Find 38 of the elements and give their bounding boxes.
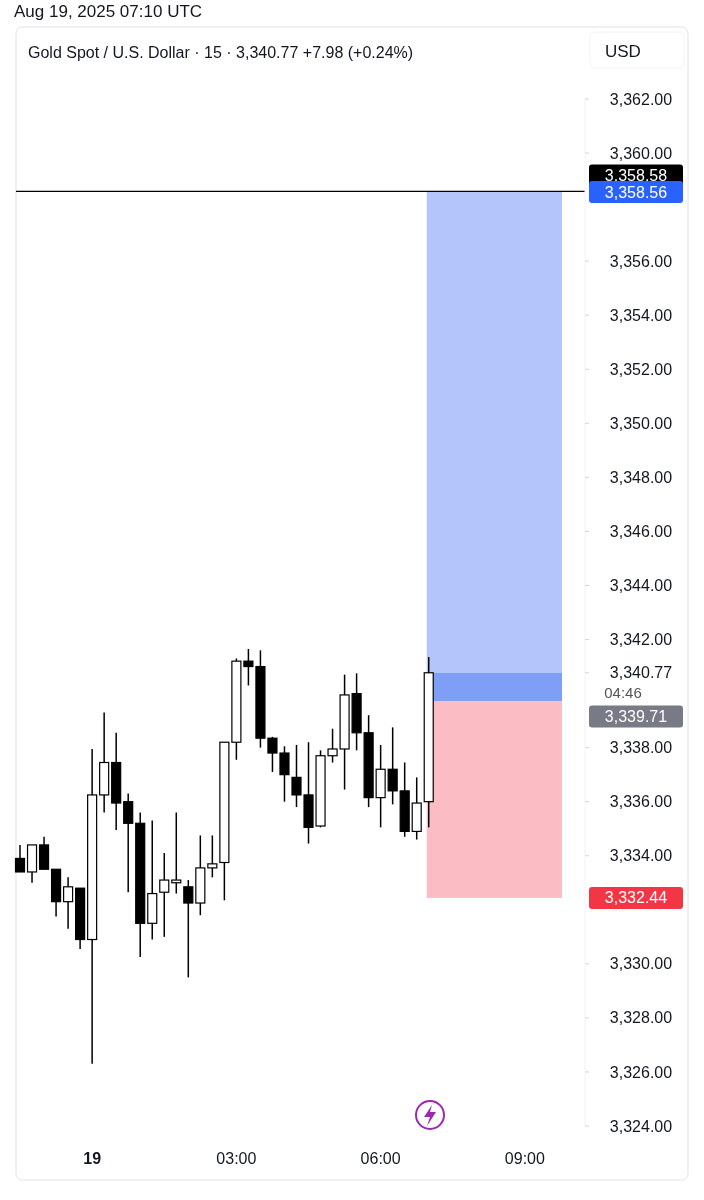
y-tick-label: 3,346.00 (609, 523, 673, 541)
y-tick-label: 3,348.00 (609, 468, 673, 486)
x-tick-label: 19 (83, 1150, 102, 1167)
x-tick-label: 09:00 (504, 1150, 546, 1167)
band-label: 3,332.44 (604, 889, 668, 907)
y-axis-title: USD (605, 42, 641, 61)
candlestick (207, 834, 218, 879)
chart-subtitle: Gold Spot / U.S. Dollar · 15 · 3,340.77 +7.98 (+0.24%) (28, 44, 414, 61)
band-label: 3,358.56 (604, 183, 668, 201)
ref-line-label: 3,358.58 (604, 167, 668, 185)
candlestick (387, 726, 398, 806)
y-tick-label: 3,330.00 (609, 955, 673, 973)
candlestick (14, 844, 26, 873)
y-tick-label: 3,354.00 (609, 306, 673, 324)
y-tick-label: 3,350.00 (609, 414, 673, 432)
chart-title: Aug 19, 2025 07:10 UTC (14, 2, 203, 21)
x-tick-label: 06:00 (360, 1150, 401, 1167)
y-tick-label: 3,326.00 (609, 1063, 673, 1081)
y-tick-label: 3,356.00 (609, 252, 673, 270)
candlestick (183, 879, 194, 979)
y-tick-label: 3,336.00 (609, 793, 673, 811)
y-tick-label: 3,328.00 (609, 1009, 673, 1027)
candlestick (123, 792, 134, 893)
candlestick (159, 852, 170, 938)
band-label: 3,339.71 (604, 708, 668, 726)
y-tick-label: 3,334.00 (609, 847, 673, 865)
candlestick (171, 811, 182, 895)
y-tick-label: 3,324.00 (609, 1117, 673, 1135)
y-tick-label: 3,338.00 (609, 739, 673, 757)
y-tick-label: 3,340.77 (609, 664, 673, 682)
text: 04:46 (604, 684, 642, 702)
candlestick (62, 876, 74, 930)
y-tick-label: 3,344.00 (609, 577, 673, 595)
y-tick-label: 3,360.00 (609, 144, 673, 162)
y-tick-label: 3,352.00 (609, 360, 673, 378)
y-tick-label: 3,342.00 (609, 631, 673, 649)
x-tick-label: 03:00 (216, 1150, 257, 1167)
y-tick-label: 3,362.00 (609, 90, 673, 108)
